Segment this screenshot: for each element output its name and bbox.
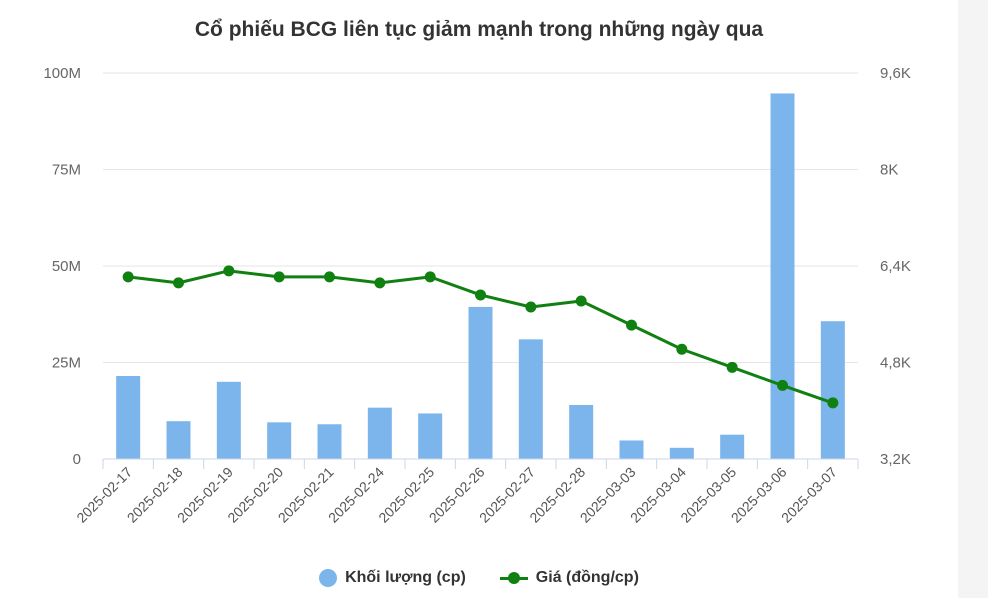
volume-bar[interactable] xyxy=(669,447,694,459)
volume-bar[interactable] xyxy=(569,404,594,459)
volume-bar[interactable] xyxy=(367,407,392,459)
volume-bar[interactable] xyxy=(770,93,795,459)
volume-bar[interactable] xyxy=(317,424,342,459)
legend-item-price[interactable]: Giá (đồng/cp) xyxy=(499,569,639,587)
y-left-tick-label: 75M xyxy=(52,162,81,179)
y-right-tick-label: 8K xyxy=(880,162,898,179)
volume-bar[interactable] xyxy=(518,339,543,459)
price-point[interactable] xyxy=(827,397,839,409)
price-point[interactable] xyxy=(424,271,436,283)
chart-title: Cổ phiếu BCG liên tục giảm mạnh trong nh… xyxy=(194,18,764,41)
y-right-tick-label: 6,4K xyxy=(880,258,911,275)
y-right-tick-label: 4,8K xyxy=(880,355,911,372)
x-axis: 2025-02-172025-02-182025-02-192025-02-20… xyxy=(73,458,859,526)
legend-label-price: Giá (đồng/cp) xyxy=(535,569,639,586)
y-axis-left: 0 25M 50M 75M 100M xyxy=(43,65,81,468)
price-point[interactable] xyxy=(676,343,688,355)
y-left-tick-label: 25M xyxy=(52,355,81,372)
volume-bar[interactable] xyxy=(720,434,745,459)
volume-bar[interactable] xyxy=(116,376,141,459)
y-right-tick-label: 9,6K xyxy=(880,65,911,82)
volume-bar[interactable] xyxy=(267,422,292,459)
combo-chart: 0 25M 50M 75M 100M 3,2K 4,8K 6,4K 8K 9,6K 2025-0… xyxy=(43,65,911,526)
legend-bar-swatch xyxy=(319,569,338,587)
price-point[interactable] xyxy=(475,289,486,301)
price-point[interactable] xyxy=(575,295,587,307)
legend: Khối lượng (cp) Giá (đồng/cp) xyxy=(0,569,958,587)
side-strip xyxy=(958,0,988,598)
price-point[interactable] xyxy=(173,277,184,289)
volume-bar[interactable] xyxy=(820,321,845,459)
price-point[interactable] xyxy=(525,301,537,313)
volume-bar[interactable] xyxy=(418,413,443,459)
price-point[interactable] xyxy=(324,271,335,283)
volume-bar[interactable] xyxy=(619,440,644,459)
price-point[interactable] xyxy=(626,319,637,331)
legend-label-volume: Khối lượng (cp) xyxy=(345,569,466,586)
y-left-tick-label: 100M xyxy=(43,65,81,82)
price-point[interactable] xyxy=(122,271,134,283)
y-right-tick-label: 3,2K xyxy=(880,451,911,468)
price-point[interactable] xyxy=(273,271,285,283)
y-axis-right: 3,2K 4,8K 6,4K 8K 9,6K xyxy=(880,65,911,468)
price-point[interactable] xyxy=(726,361,738,373)
volume-bars xyxy=(116,93,845,459)
legend-line-swatch xyxy=(499,571,528,585)
y-left-tick-label: 50M xyxy=(52,258,81,275)
volume-bar[interactable] xyxy=(216,381,241,459)
price-point[interactable] xyxy=(223,265,235,277)
volume-bar[interactable] xyxy=(166,421,191,459)
price-line xyxy=(122,265,839,409)
price-point[interactable] xyxy=(374,277,386,289)
price-point[interactable] xyxy=(777,379,788,391)
y-left-tick-label: 0 xyxy=(73,451,81,468)
volume-bar[interactable] xyxy=(468,306,493,459)
legend-item-volume[interactable]: Khối lượng (cp) xyxy=(319,569,466,587)
